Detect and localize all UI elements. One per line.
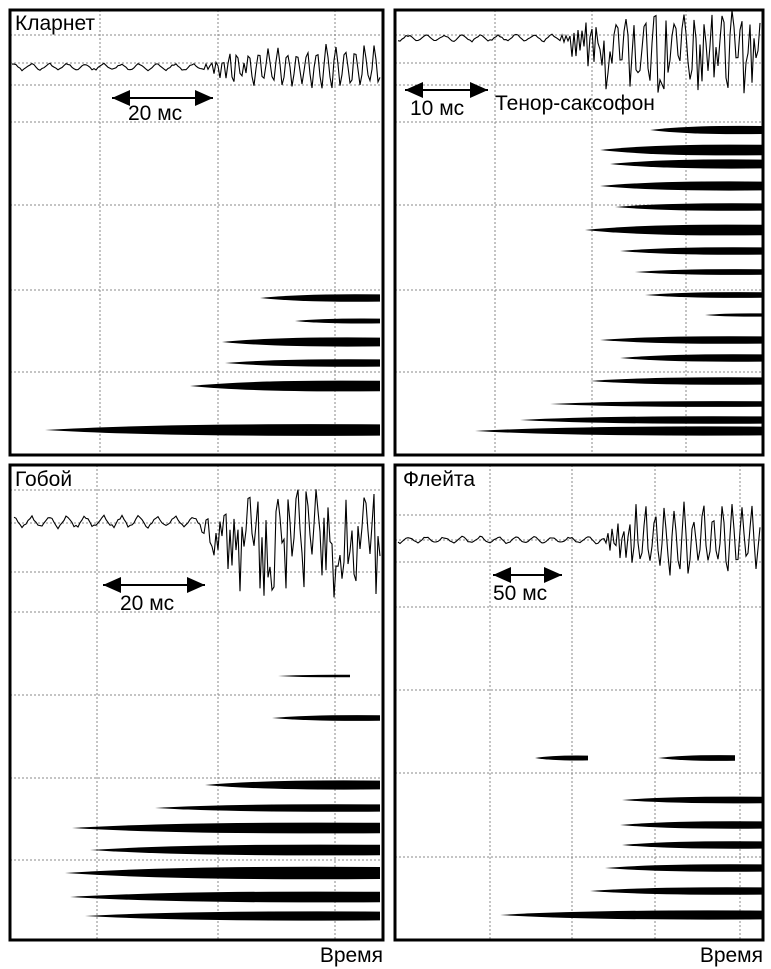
panel-frame: [8, 463, 385, 942]
harmonic-band: [65, 866, 380, 880]
harmonic-band: [475, 426, 763, 436]
harmonic-band: [205, 780, 380, 790]
harmonic-band: [190, 380, 380, 392]
panel: 50 мс Флейта: [393, 463, 765, 942]
panel-title: Кларнет: [15, 12, 95, 35]
panel-background: [395, 465, 763, 940]
harmonic-band: [600, 181, 763, 191]
harmonic-band: [295, 318, 380, 324]
harmonic-band: [605, 864, 763, 872]
harmonic-band: [85, 911, 380, 921]
harmonic-band: [620, 247, 763, 255]
waveform: [13, 489, 381, 598]
harmonic-band: [550, 401, 763, 407]
panel-title: Гобой: [15, 468, 72, 491]
harmonic-band: [72, 822, 380, 834]
harmonic-band: [622, 796, 763, 804]
panel: 10 мс Тенор-саксофон: [393, 8, 765, 457]
harmonic-band: [600, 144, 763, 156]
harmonic-band: [590, 377, 763, 385]
harmonic-band: [622, 841, 763, 849]
harmonic-band: [535, 755, 588, 761]
x-axis-label: Время: [700, 944, 763, 967]
scale-label: 20 мс: [120, 592, 174, 615]
harmonic-band: [585, 224, 763, 236]
harmonic-band: [635, 269, 763, 275]
panel-title: Тенор-саксофон: [495, 92, 655, 115]
panel-frame: [393, 463, 765, 942]
harmonic-band: [272, 715, 380, 721]
harmonic-band: [610, 159, 763, 169]
harmonic-band: [155, 804, 380, 812]
harmonic-band: [620, 354, 763, 362]
waveform: [397, 10, 761, 94]
harmonic-band: [278, 674, 350, 678]
harmonic-band: [45, 424, 380, 436]
panel-frame: [8, 8, 385, 457]
harmonic-band: [705, 313, 763, 317]
panel: 20 мс Гобой: [8, 463, 385, 942]
panel: 20 мс Кларнет: [8, 8, 385, 457]
harmonic-band: [590, 887, 763, 895]
scale-label: 10 мс: [410, 97, 464, 120]
harmonic-band: [520, 416, 763, 424]
harmonic-band: [620, 821, 763, 829]
scale-label: 50 мс: [493, 582, 547, 605]
harmonic-band: [600, 336, 763, 344]
harmonic-band: [260, 294, 380, 302]
harmonic-band: [615, 203, 763, 211]
x-axis-label: Время: [320, 944, 383, 967]
harmonic-band: [645, 292, 763, 298]
waveform: [397, 501, 761, 576]
harmonic-band: [658, 755, 735, 761]
harmonic-band: [500, 910, 763, 920]
harmonic-band: [222, 337, 380, 347]
harmonic-band: [650, 125, 763, 135]
harmonic-band: [225, 359, 380, 367]
harmonic-band: [90, 844, 380, 856]
panel-frame: [393, 8, 765, 457]
scale-label: 20 мс: [128, 102, 182, 125]
panel-title: Флейта: [403, 468, 475, 491]
harmonic-band: [70, 891, 380, 903]
waveform: [12, 44, 381, 89]
